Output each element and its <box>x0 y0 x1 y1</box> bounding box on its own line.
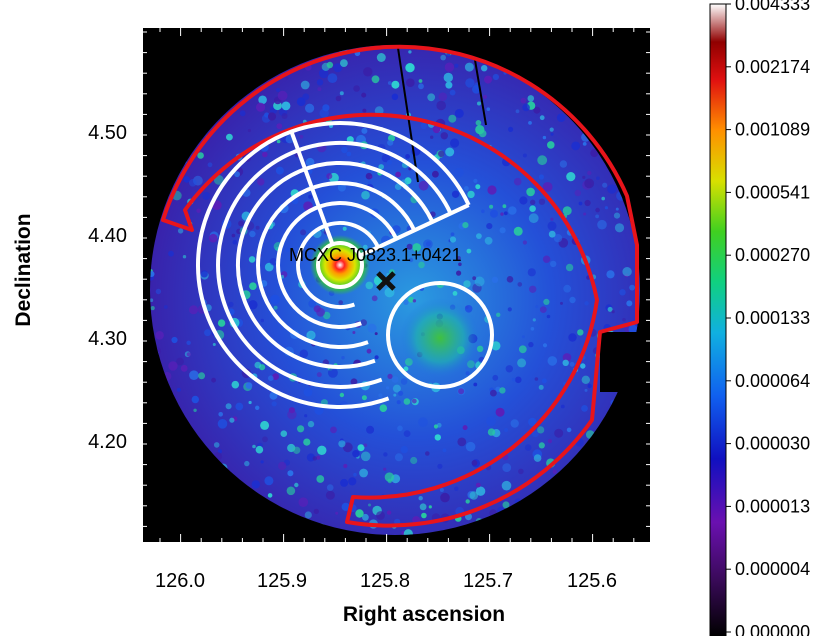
x-tick-label: 125.6 <box>567 570 617 592</box>
annulus-7 <box>196 121 471 409</box>
colorbar-tick-label: 0.000270 <box>735 245 810 265</box>
x-tick-label: 125.8 <box>360 570 410 592</box>
x-tick-label: 125.9 <box>257 570 307 592</box>
background-region <box>386 281 494 389</box>
annulus-edge <box>359 203 470 258</box>
annulus-5 <box>235 160 435 369</box>
annulus-edge <box>289 130 335 245</box>
colorbar-tick-label: 0.002174 <box>735 57 810 77</box>
annulus-1 <box>315 241 364 289</box>
annulus-6 <box>216 140 453 389</box>
y-tick-label: 4.30 <box>88 328 127 350</box>
y-tick-label: 4.20 <box>88 431 127 453</box>
centroid-marker <box>376 271 396 291</box>
colorbar-tick-label: 0.000064 <box>735 371 810 391</box>
axis-ticks <box>143 28 650 542</box>
colorbar-tick-label: 0.000030 <box>735 434 810 454</box>
annulus-3 <box>276 201 399 329</box>
annulus-2 <box>296 221 380 310</box>
colorbar-ticks <box>726 3 731 633</box>
colorbar-tick-label: 0.000133 <box>735 308 810 328</box>
image-panel: MCXC J0823.1+0421 <box>143 28 650 542</box>
y-tick-label: 4.40 <box>88 225 127 247</box>
source-label: MCXC J0823.1+0421 <box>289 245 462 265</box>
outer-boundary-region <box>161 44 639 528</box>
x-tick-label: 126.0 <box>155 570 205 592</box>
x-axis-title: Right ascension <box>343 603 505 626</box>
colorbar-tick-label: 0.001089 <box>735 120 810 140</box>
colorbar-gradient <box>709 3 727 636</box>
field-of-view <box>150 45 640 535</box>
y-axis-title: Declination <box>12 213 35 326</box>
colorbar-tick-label: 0.000013 <box>735 496 810 516</box>
annuli-regions <box>196 121 471 409</box>
annulus-4 <box>256 181 417 350</box>
colorbar: 0.004333 0.002174 0.001089 0.000541 0.000270… <box>709 0 810 636</box>
colorbar-tick-label: 0.000541 <box>735 182 810 202</box>
colorbar-tick-label: 0.000000 <box>735 622 810 636</box>
colorbar-tick-label: 0.000004 <box>735 559 810 579</box>
colorbar-tick-label: 0.004333 <box>735 0 810 14</box>
chip-gap <box>600 332 640 392</box>
y-tick-label: 4.50 <box>88 122 127 144</box>
x-tick-label: 125.7 <box>463 570 513 592</box>
